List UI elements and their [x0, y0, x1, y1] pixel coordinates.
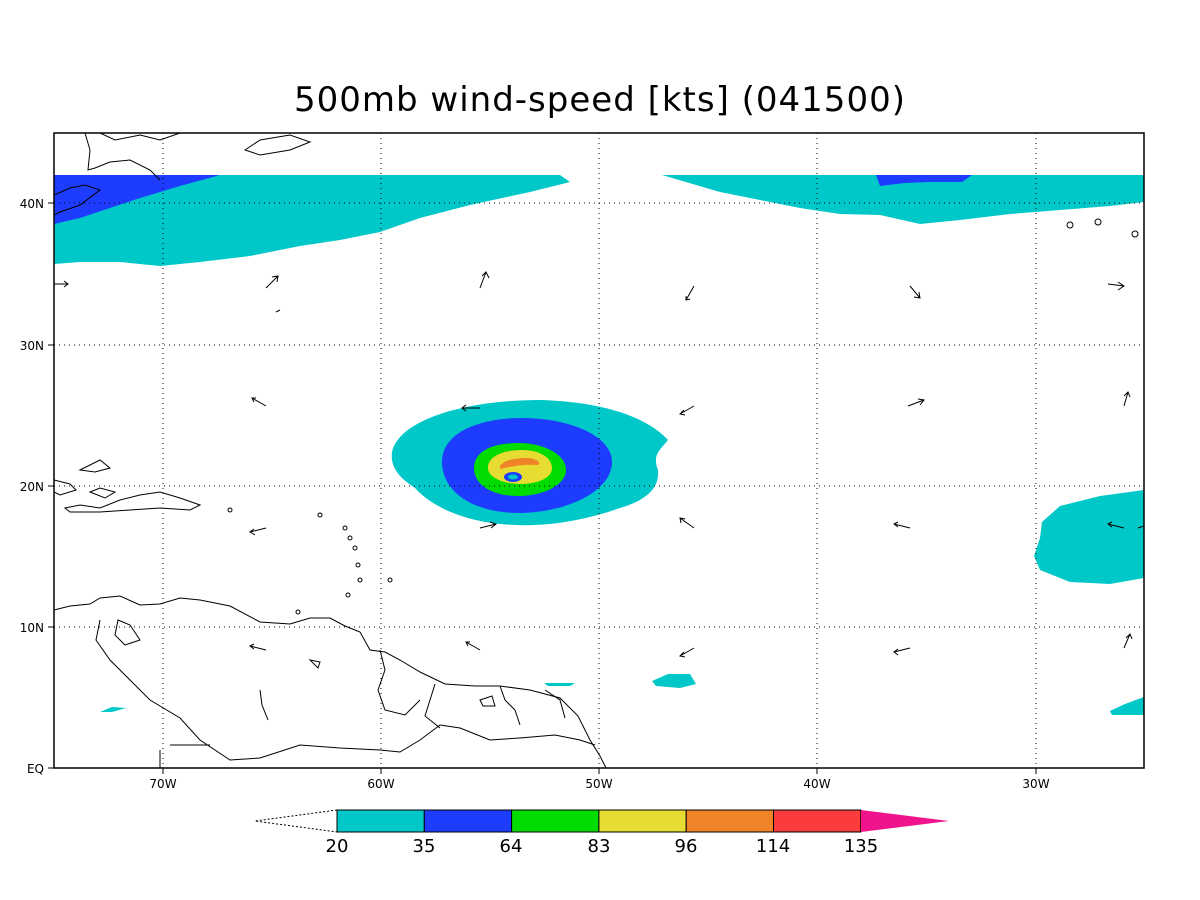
- lon-label-60w: 60W: [367, 777, 394, 791]
- colorbar-label-35: 35: [413, 836, 436, 857]
- colorbar-box-20: [336, 809, 425, 833]
- plot-area: [54, 133, 1144, 768]
- colorbar-box-114: [773, 809, 862, 833]
- southeast-cyan-blob: [1110, 697, 1144, 715]
- colorbar-label-135: 135: [844, 836, 878, 857]
- graticule: [54, 133, 1144, 768]
- colorbar-high-end: [861, 810, 949, 832]
- lat-label-40n: 40N: [20, 197, 44, 211]
- lat-label-30n: 30N: [20, 339, 44, 353]
- colorbar-boxes: [336, 809, 862, 833]
- lat-label-10n: 10N: [20, 621, 44, 635]
- lat-label-eq: EQ: [27, 762, 44, 776]
- colorbar-label-114: 114: [756, 836, 790, 857]
- colorbar-box-64: [511, 809, 600, 833]
- tick-marks: [48, 202, 1037, 774]
- islands: [227, 218, 1139, 615]
- colorbar-label-83: 83: [588, 836, 611, 857]
- east-cyan-blob: [1034, 490, 1144, 584]
- colorbar-label-96: 96: [675, 836, 698, 857]
- colorbar-box-96: [685, 809, 775, 833]
- jet-band-west-blue: [54, 175, 220, 224]
- lat-label-20n: 20N: [20, 480, 44, 494]
- lon-label-50w: 50W: [585, 777, 612, 791]
- colorbar-label-20: 20: [326, 836, 349, 857]
- colorbar-label-64: 64: [500, 836, 523, 857]
- jet-band-east-cyan: [662, 175, 1144, 224]
- hurricane-ring-96: [500, 458, 540, 469]
- small-cyan-blob-1: [652, 674, 696, 688]
- coastlines: [54, 133, 607, 768]
- colorbar-box-35: [423, 809, 513, 833]
- wind-vectors: [54, 271, 1144, 658]
- colorbar-box-83: [598, 809, 687, 833]
- lon-label-30w: 30W: [1022, 777, 1049, 791]
- map-title: 500mb wind-speed [kts] (041500): [294, 80, 906, 120]
- small-cyan-blob-3: [100, 707, 126, 712]
- jet-band-west-cyan: [54, 175, 570, 266]
- jet-band-east-blue: [876, 175, 972, 186]
- small-cyan-blob-2: [544, 683, 575, 686]
- colorbar: 20 35 64 83 96 114 135: [254, 809, 949, 857]
- hurricane-eye-core: [508, 474, 518, 480]
- lon-label-40w: 40W: [803, 777, 830, 791]
- hurricane-ring-83: [487, 450, 552, 484]
- colorbar-low-end: [254, 809, 338, 833]
- lon-label-70w: 70W: [149, 777, 176, 791]
